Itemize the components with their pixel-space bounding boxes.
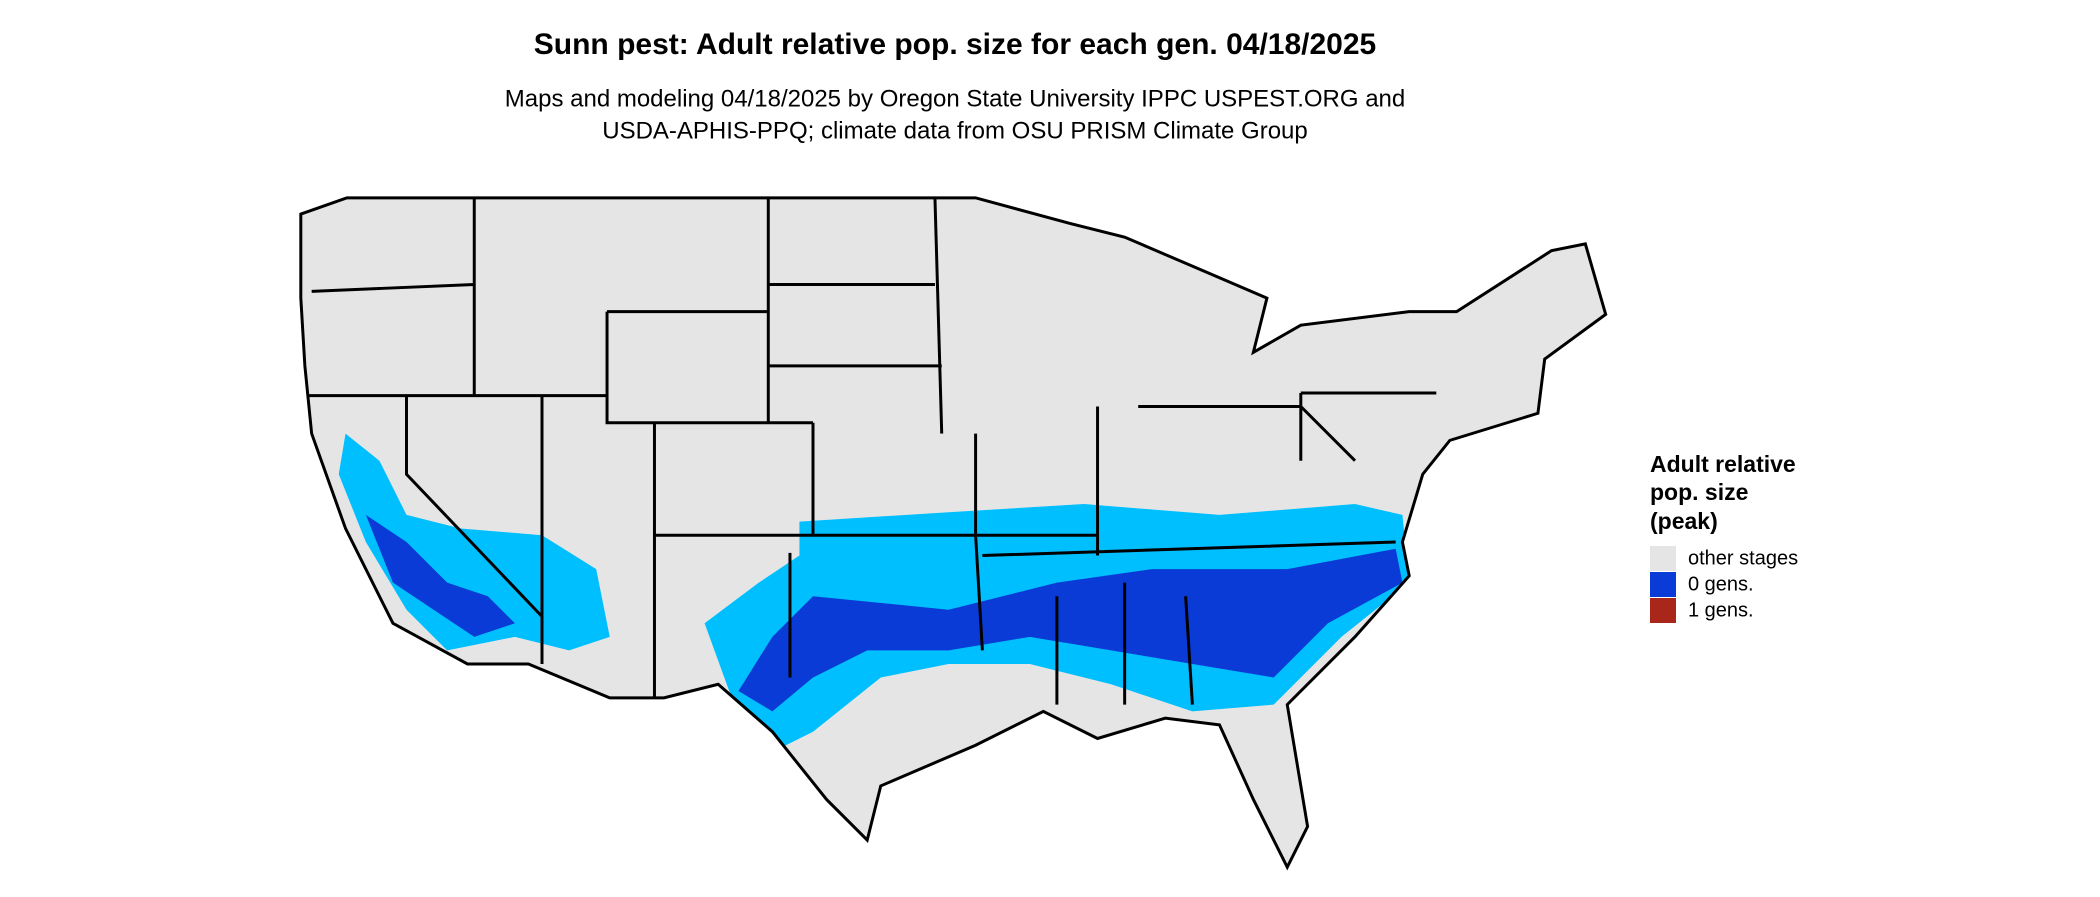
dark-area: [365, 514, 515, 637]
borders: [299, 196, 1608, 871]
heat-layer: [338, 433, 1410, 753]
map-subtitle: USDA-APHIS-PPQ; climate data from OSU PR…: [602, 117, 1308, 144]
legend: Adult relative pop. size (peak) other st…: [1650, 451, 1798, 623]
us-map: [299, 196, 1608, 871]
map-title: Sunn pest: Adult relative pop. size for …: [534, 28, 1376, 61]
legend-label: 1 gens.: [1688, 599, 1754, 621]
legend-label: other stages: [1688, 547, 1798, 569]
legend-swatch: [1650, 572, 1676, 597]
legend-swatch: [1650, 546, 1676, 571]
legend-title: (peak): [1650, 508, 1718, 534]
legend-label: 0 gens.: [1688, 573, 1754, 595]
map-subtitle: Maps and modeling 04/18/2025 by Oregon S…: [505, 85, 1405, 112]
legend-title: pop. size: [1650, 479, 1748, 505]
legend-title: Adult relative: [1650, 451, 1796, 477]
legend-swatch: [1650, 598, 1676, 623]
dark-area: [738, 548, 1403, 712]
